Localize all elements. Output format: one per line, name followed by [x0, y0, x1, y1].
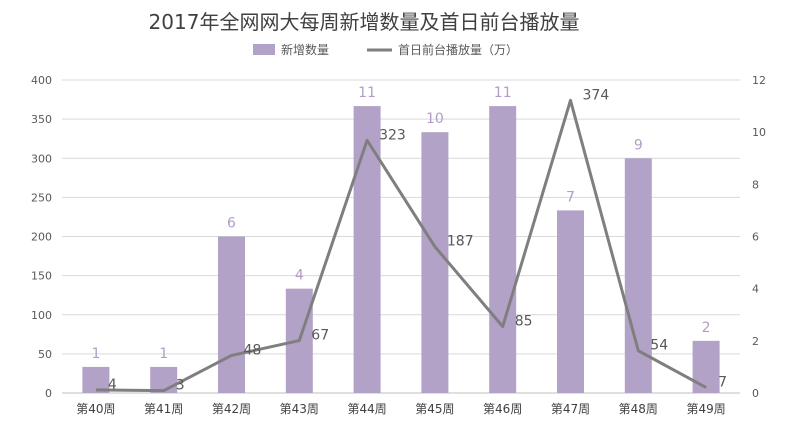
bar-value-label: 11: [358, 85, 376, 101]
bar: [624, 158, 652, 393]
line-value-label: 67: [311, 328, 329, 344]
line-value-label: 187: [447, 234, 474, 250]
legend: 新增数量 首日前台播放量（万）: [253, 42, 518, 57]
category-label: 第49周: [686, 402, 725, 416]
category-label: 第40周: [76, 402, 115, 416]
bar: [218, 236, 245, 393]
category-label: 第42周: [212, 402, 251, 416]
category-label: 第48周: [619, 402, 658, 416]
left-tick-label: 350: [31, 113, 52, 126]
left-axis: 0 50 100 150 200 250 300 350 400: [31, 74, 52, 400]
right-tick-label: 2: [752, 335, 759, 348]
line-value-label: 7: [718, 375, 727, 391]
bar: [353, 106, 381, 393]
bar: [150, 366, 178, 393]
bar: [557, 210, 584, 393]
line-value-label: 374: [583, 87, 610, 103]
bar-series: [82, 106, 720, 393]
right-tick-label: 4: [752, 283, 759, 296]
right-tick-label: 12: [752, 74, 766, 87]
line-path: [95, 98, 707, 393]
left-tick-label: 50: [38, 348, 52, 361]
category-label: 第46周: [483, 402, 522, 416]
line-value-label: 3: [176, 378, 185, 394]
category-axis: 第40周 第41周 第42周 第43周 第44周 第45周 第46周 第47周 第48周 第49周: [76, 402, 725, 416]
right-tick-label: 6: [752, 231, 759, 244]
left-tick-label: 250: [31, 191, 52, 204]
legend-bar-swatch: [253, 44, 275, 55]
left-tick-label: 150: [31, 270, 52, 283]
category-label: 第43周: [280, 402, 319, 416]
category-label: 第45周: [415, 402, 454, 416]
line-value-label: 85: [515, 313, 533, 329]
category-label: 第41周: [144, 402, 183, 416]
bar-value-label: 1: [159, 346, 168, 362]
left-tick-label: 100: [31, 309, 52, 322]
right-tick-label: 10: [752, 126, 766, 139]
bar-value-label: 4: [295, 268, 304, 284]
bar-value-label: 1: [91, 346, 100, 362]
legend-line-label: 首日前台播放量（万）: [398, 42, 518, 57]
legend-bar-label: 新增数量: [281, 42, 329, 57]
category-label: 第44周: [347, 402, 386, 416]
line-value-label: 48: [244, 342, 262, 358]
right-tick-label: 0: [752, 387, 759, 400]
category-label: 第47周: [551, 402, 590, 416]
bar-value-label: 7: [566, 189, 575, 205]
bar: [692, 340, 720, 393]
left-tick-label: 0: [45, 387, 52, 400]
line-value-label: 4: [108, 377, 117, 393]
line-value-label: 323: [379, 127, 406, 143]
left-tick-label: 200: [31, 231, 52, 244]
left-tick-label: 300: [31, 152, 52, 165]
bar-value-label: 2: [702, 320, 711, 336]
bar: [421, 132, 449, 393]
line-series: [95, 98, 707, 393]
line-value-label: 54: [650, 338, 668, 354]
bar-value-label: 10: [426, 111, 444, 127]
right-axis: 0 2 4 6 8 10 12: [752, 74, 766, 400]
bar-value-label: 11: [494, 85, 512, 101]
bar-value-label: 6: [227, 216, 236, 232]
right-tick-label: 8: [752, 178, 759, 191]
chart-title: 2017年全网网大每周新增数量及首日前台播放量: [149, 10, 580, 34]
bar-value-label: 9: [634, 137, 643, 153]
left-tick-label: 400: [31, 74, 52, 87]
bar: [489, 106, 517, 393]
